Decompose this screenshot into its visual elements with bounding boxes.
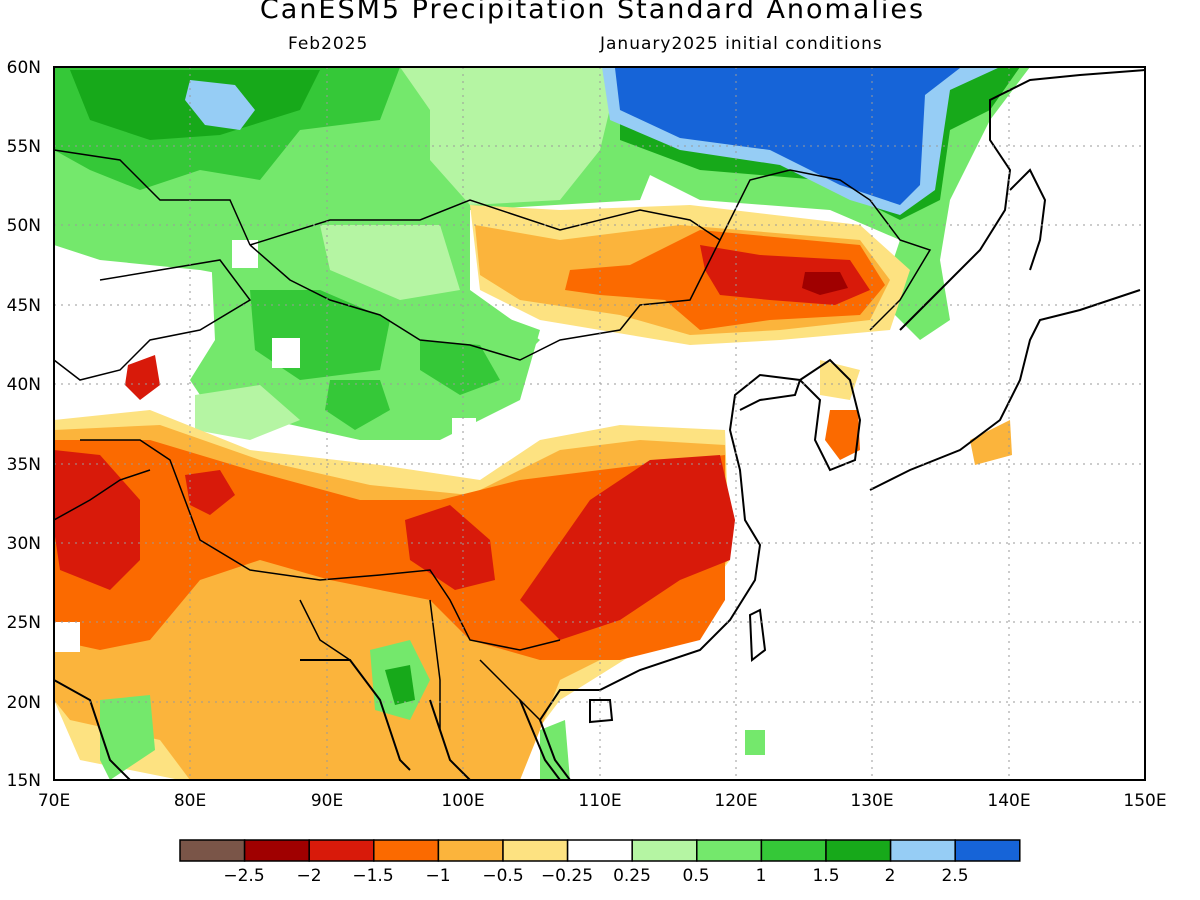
- coastline-russia-pacific: [899, 69, 1145, 331]
- legend-swatch: [502, 839, 569, 862]
- coastline-korea: [798, 358, 862, 472]
- lon-label: 110E: [578, 791, 621, 811]
- lon-label: 70E: [38, 791, 70, 811]
- legend-label: 0.25: [613, 866, 651, 886]
- lon-label: 150E: [1123, 791, 1166, 811]
- border-himalaya: [80, 439, 561, 651]
- lat-label: 30N: [7, 534, 41, 554]
- legend-swatch: [954, 839, 1021, 862]
- legend-swatch: [825, 839, 892, 862]
- legend-label: 0.5: [682, 866, 709, 886]
- chart-title: CanESM5 Precipitation Standard Anomalies: [259, 0, 926, 25]
- coastline-hainan: [589, 699, 614, 724]
- border-russia-china: [719, 169, 932, 331]
- lat-label: 45N: [7, 296, 41, 316]
- lon-labels: 70E 80E 90E 100E 110E 120E 130E 140E 150…: [38, 791, 1167, 811]
- legend-swatches: [179, 839, 1021, 862]
- lat-label: 15N: [7, 771, 41, 791]
- color-legend: −2.5 −2 −1.5 −1 −0.5 −0.25 0.25 0.5 1 1.…: [179, 839, 1021, 886]
- legend-swatch: [308, 839, 375, 862]
- legend-label: −1: [425, 866, 450, 886]
- lat-label: 60N: [7, 58, 41, 78]
- orange-korea: [825, 410, 860, 460]
- lon-label: 130E: [850, 791, 893, 811]
- lat-label: 20N: [7, 693, 41, 713]
- green-taiwan: [745, 730, 765, 755]
- yellow-japan: [970, 420, 1012, 465]
- green-light-north: [400, 67, 620, 205]
- red-tibet: [185, 470, 235, 515]
- legend-label: 2: [885, 866, 896, 886]
- red-kyrgyz: [125, 355, 160, 400]
- coastline-indochina: [429, 699, 561, 780]
- legend-label: 2.5: [941, 866, 968, 886]
- legend-swatch: [566, 839, 633, 862]
- red-west: [54, 450, 140, 590]
- anomaly-field: [54, 67, 1145, 780]
- green-dark-india: [385, 665, 415, 705]
- legend-label: −0.25: [541, 866, 593, 886]
- coastline-taiwan: [748, 608, 767, 662]
- legend-label: 1.5: [812, 866, 839, 886]
- legend-swatch: [631, 839, 698, 862]
- coastline-sakhalin: [1009, 168, 1047, 271]
- plot-frame: [53, 66, 1146, 781]
- legend-label: −1.5: [352, 866, 393, 886]
- legend-swatch: [760, 839, 827, 862]
- lon-label: 120E: [714, 791, 757, 811]
- legend-labels: −2.5 −2 −1.5 −1 −0.5 −0.25 0.25 0.5 1 1.…: [223, 866, 968, 886]
- initial-conditions-label: January2025 initial conditions: [600, 34, 883, 54]
- border-china-mongolia: [249, 199, 721, 361]
- legend-swatch: [179, 839, 246, 862]
- legend-swatch: [373, 839, 440, 862]
- lon-label: 90E: [311, 791, 343, 811]
- legend-label: 1: [756, 866, 767, 886]
- lon-label: 140E: [987, 791, 1030, 811]
- green-indochina: [540, 720, 570, 780]
- darkred-mongolia: [802, 272, 848, 295]
- coastline-japan: [869, 289, 1141, 491]
- yellow-korea: [820, 360, 860, 400]
- lon-label: 80E: [174, 791, 206, 811]
- legend-swatch: [243, 839, 310, 862]
- lat-label: 25N: [7, 613, 41, 633]
- lat-label: 55N: [7, 137, 41, 157]
- forecast-month: Feb2025: [288, 34, 369, 54]
- red-sichuan: [405, 505, 495, 590]
- lat-labels: 60N 55N 50N 45N 40N 35N 30N 25N 20N 15N: [7, 58, 41, 791]
- coastline-india: [54, 659, 411, 780]
- blue-west-blob: [185, 80, 255, 130]
- green-arabian: [100, 695, 155, 780]
- green-mid-central-2: [325, 380, 390, 430]
- lat-label: 40N: [7, 375, 41, 395]
- legend-swatch: [889, 839, 956, 862]
- border-south-asia: [54, 469, 541, 730]
- legend-swatch: [437, 839, 504, 862]
- green-light-west: [195, 385, 300, 440]
- legend-label: −0.5: [482, 866, 523, 886]
- blue-dark-anomaly: [615, 68, 960, 205]
- legend-label: −2.5: [223, 866, 264, 886]
- lat-label: 50N: [7, 216, 41, 236]
- lat-label: 35N: [7, 455, 41, 475]
- legend-swatch: [696, 839, 763, 862]
- border-central-asia: [54, 149, 252, 381]
- green-mid-central-3: [420, 340, 500, 395]
- green-light-central: [320, 225, 460, 300]
- lon-label: 100E: [441, 791, 484, 811]
- red-south-china: [520, 455, 735, 640]
- legend-label: −2: [296, 866, 321, 886]
